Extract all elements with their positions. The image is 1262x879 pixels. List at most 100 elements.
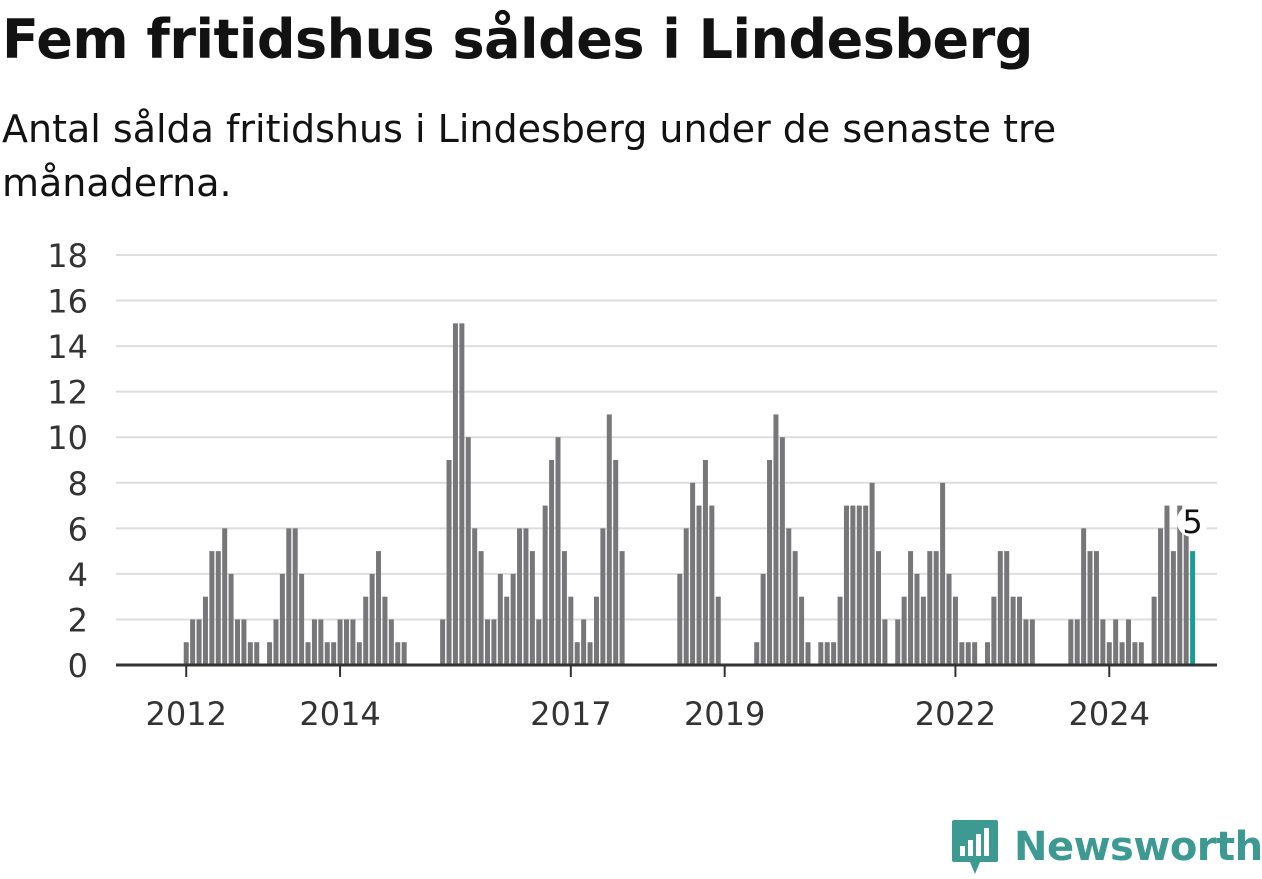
bar [1119, 642, 1125, 665]
bar [401, 642, 407, 665]
bar [542, 505, 548, 665]
bar [1074, 619, 1080, 665]
bar [299, 573, 305, 665]
bar [452, 323, 458, 665]
bar [863, 505, 869, 665]
bar [876, 551, 882, 665]
y-tick-label: 2 [68, 601, 88, 639]
x-axis-ticks: 2012 2014 2017 2019 2022 2024 [146, 665, 1150, 733]
bar [1004, 551, 1010, 665]
bar [395, 642, 401, 665]
bar [202, 596, 208, 665]
bar [856, 505, 862, 665]
bar [1017, 596, 1023, 665]
bar [209, 551, 215, 665]
x-tick-label: 2017 [530, 695, 611, 733]
y-tick-label: 14 [47, 328, 88, 366]
bar [1081, 528, 1087, 665]
bar-highlight [1190, 551, 1196, 665]
bar [215, 551, 221, 665]
bar [1113, 619, 1119, 665]
bar [779, 437, 785, 665]
bar [606, 414, 612, 665]
bar [446, 460, 452, 665]
bar [805, 642, 811, 665]
bar [273, 619, 279, 665]
bar [843, 505, 849, 665]
bar [369, 573, 375, 665]
bar [1151, 596, 1157, 665]
bar [920, 596, 926, 665]
y-tick-label: 4 [68, 556, 88, 594]
bar [773, 414, 779, 665]
x-tick-label: 2024 [1069, 695, 1150, 733]
bar [792, 551, 798, 665]
bar [1183, 528, 1189, 665]
bar [517, 528, 523, 665]
y-tick-label: 6 [68, 510, 88, 548]
bar [324, 642, 330, 665]
bar [267, 642, 273, 665]
bar [824, 642, 830, 665]
bar [222, 528, 228, 665]
bar [529, 551, 535, 665]
y-axis-ticks: 0 2 4 6 8 10 12 14 16 18 [47, 237, 88, 685]
bar [241, 619, 247, 665]
bar [754, 642, 760, 665]
bar [869, 482, 875, 665]
bar [228, 573, 234, 665]
bar [504, 596, 510, 665]
bar [972, 642, 978, 665]
bar [952, 596, 958, 665]
bar [997, 551, 1003, 665]
bar [991, 596, 997, 665]
bar [350, 619, 356, 665]
bar [799, 596, 805, 665]
value-label: 5 [1182, 503, 1202, 541]
bar [196, 619, 202, 665]
bar [850, 505, 856, 665]
bar [702, 460, 708, 665]
bar [190, 619, 196, 665]
bar [568, 596, 574, 665]
bar [940, 482, 946, 665]
chart-subtitle: Antal sålda fritidshus i Lindesberg unde… [2, 107, 1057, 205]
bar [356, 642, 362, 665]
bar [305, 642, 311, 665]
x-tick-label: 2019 [684, 695, 765, 733]
y-tick-label: 0 [68, 647, 88, 685]
bar [1126, 619, 1131, 665]
bar [1068, 619, 1074, 665]
bar [382, 596, 388, 665]
bar [485, 619, 490, 665]
bar [183, 642, 189, 665]
x-tick-label: 2014 [299, 695, 380, 733]
bar [292, 528, 298, 665]
bar [465, 437, 471, 665]
bar [337, 619, 343, 665]
bar [254, 642, 260, 665]
bar [1106, 642, 1112, 665]
bar [536, 619, 542, 665]
y-tick-label: 12 [47, 374, 88, 412]
bar [331, 642, 337, 665]
bar [1029, 619, 1035, 665]
bar [837, 596, 843, 665]
bar [1138, 642, 1144, 665]
bar [561, 551, 567, 665]
bar [388, 619, 394, 665]
annotations: 5 [1176, 503, 1209, 541]
bar [491, 619, 497, 665]
bar [1170, 551, 1176, 665]
y-tick-label: 8 [68, 465, 88, 503]
bar [587, 642, 593, 665]
bar [279, 573, 285, 665]
logo-text: Newsworthy [1014, 824, 1262, 870]
bar [440, 619, 446, 665]
bar [908, 551, 914, 665]
bar [247, 642, 253, 665]
bar [1087, 551, 1093, 665]
bar [478, 551, 484, 665]
bar [286, 528, 292, 665]
